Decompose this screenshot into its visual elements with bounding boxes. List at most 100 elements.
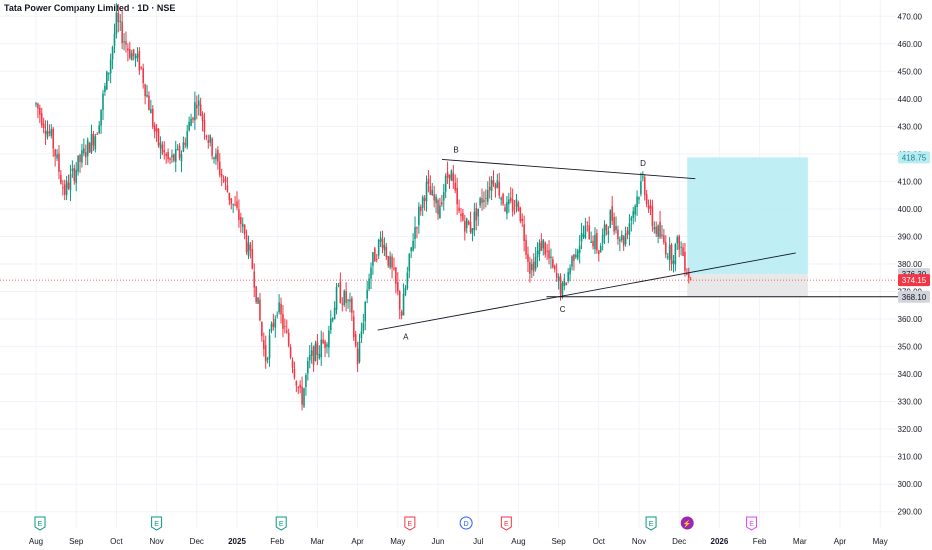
candle-up bbox=[333, 307, 336, 320]
candle-down bbox=[48, 131, 51, 134]
event-marker-earnings-past[interactable]: E bbox=[645, 516, 657, 531]
candle-down bbox=[592, 240, 594, 247]
candle-down bbox=[40, 113, 43, 126]
candle-down bbox=[553, 265, 556, 270]
candle-up bbox=[314, 343, 317, 361]
candle-up bbox=[310, 350, 313, 356]
candle-down bbox=[613, 217, 615, 232]
event-badge-shape bbox=[34, 516, 46, 531]
candle-down bbox=[433, 194, 435, 201]
candle-down bbox=[381, 239, 384, 248]
price-tick-label: 400.00 bbox=[898, 205, 923, 214]
time-tick-label: Nov bbox=[632, 537, 646, 546]
candle-down bbox=[385, 247, 388, 258]
candle-up bbox=[538, 243, 541, 255]
candle-up bbox=[119, 21, 122, 23]
event-markers[interactable]: E E E E D E E ⚡ E bbox=[34, 516, 758, 531]
price-tick-label: 310.00 bbox=[898, 453, 923, 462]
candle-down bbox=[167, 152, 169, 159]
candle-up bbox=[431, 190, 434, 196]
candle-down bbox=[540, 241, 543, 251]
candle-down bbox=[226, 185, 229, 192]
candle-down bbox=[485, 197, 487, 199]
candle-up bbox=[347, 299, 349, 301]
candle-up bbox=[479, 198, 481, 206]
stop-zone bbox=[687, 274, 808, 297]
candle-up bbox=[421, 196, 424, 208]
event-badge-shape bbox=[645, 516, 657, 531]
candle-up bbox=[584, 225, 587, 239]
candle-up bbox=[486, 190, 489, 202]
time-tick-label: Sep bbox=[69, 537, 84, 546]
candle-up bbox=[320, 339, 323, 358]
upper-trendline[interactable] bbox=[441, 158, 696, 180]
candle-up bbox=[274, 318, 277, 328]
event-letter: D bbox=[464, 521, 469, 528]
candle-up bbox=[305, 375, 307, 388]
candle-down bbox=[651, 206, 654, 227]
candle-up bbox=[379, 237, 382, 242]
time-axis[interactable]: Aug Sep Oct Nov Dec 2025 Feb Mar Apr May Jun Jul Aug… bbox=[29, 537, 888, 546]
candle-down bbox=[341, 303, 344, 305]
candle-up bbox=[638, 197, 640, 200]
time-tick-label: Oct bbox=[593, 537, 606, 546]
candle-down bbox=[352, 316, 355, 338]
candle-down bbox=[316, 341, 319, 355]
candle-up bbox=[107, 72, 110, 75]
event-marker-earnings-past[interactable]: E bbox=[275, 516, 287, 531]
candle-down bbox=[397, 282, 399, 292]
pattern-point-d: D bbox=[640, 159, 646, 168]
candle-down bbox=[598, 250, 600, 255]
price-tick-label: 300.00 bbox=[898, 480, 923, 489]
candle-up bbox=[418, 206, 420, 226]
candle-up bbox=[624, 233, 627, 245]
candle-up bbox=[542, 239, 545, 249]
candle-down bbox=[605, 225, 608, 231]
price-axis[interactable]: 290.00 300.00 310.00 320.00 330.00 340.00 350.… bbox=[898, 12, 923, 516]
event-marker-earnings-past[interactable]: E bbox=[34, 516, 46, 531]
candle-down bbox=[488, 186, 491, 191]
event-marker-dividend[interactable]: D bbox=[459, 516, 473, 530]
candle-up bbox=[123, 41, 125, 43]
candle-down bbox=[548, 250, 550, 259]
event-marker-earnings-future[interactable]: E bbox=[746, 516, 758, 531]
event-marker-earnings-negative[interactable]: E bbox=[404, 516, 416, 531]
candle-down bbox=[375, 259, 378, 261]
candle-up bbox=[412, 240, 414, 251]
candle-down bbox=[117, 12, 120, 23]
drawing-layer[interactable]: A B C D bbox=[377, 145, 909, 342]
candle-up bbox=[86, 140, 89, 156]
price-tick-label: 380.00 bbox=[898, 260, 923, 269]
candle-up bbox=[666, 256, 669, 258]
candle-up bbox=[337, 285, 340, 287]
candle-down bbox=[322, 339, 324, 344]
event-marker-earnings-negative[interactable]: E bbox=[500, 516, 512, 531]
candle-up bbox=[603, 224, 606, 237]
candle-down bbox=[462, 212, 464, 221]
candle-down bbox=[525, 239, 527, 255]
candle-down bbox=[129, 49, 131, 58]
time-tick-label: Nov bbox=[149, 537, 163, 546]
candle-up bbox=[276, 314, 278, 316]
event-marker-earnings-past[interactable]: E bbox=[151, 516, 163, 531]
candle-down bbox=[684, 251, 686, 271]
candle-up bbox=[75, 169, 77, 184]
candle-down bbox=[205, 135, 208, 137]
event-marker-split[interactable]: ⚡ bbox=[680, 516, 694, 530]
candle-up bbox=[471, 228, 474, 234]
candle-up bbox=[404, 287, 407, 295]
candle-down bbox=[125, 41, 127, 45]
candle-down bbox=[282, 313, 284, 329]
candle-down bbox=[456, 187, 458, 205]
candle-down bbox=[687, 272, 690, 278]
candle-down bbox=[481, 198, 483, 203]
candle-up bbox=[389, 256, 391, 268]
candle-down bbox=[529, 261, 531, 274]
time-tick-label: Dec bbox=[672, 537, 686, 546]
candle-down bbox=[523, 224, 525, 242]
candle-down bbox=[532, 261, 535, 272]
lower-trendline[interactable] bbox=[377, 252, 796, 331]
candle-up bbox=[146, 94, 148, 97]
candle-up bbox=[676, 237, 679, 244]
